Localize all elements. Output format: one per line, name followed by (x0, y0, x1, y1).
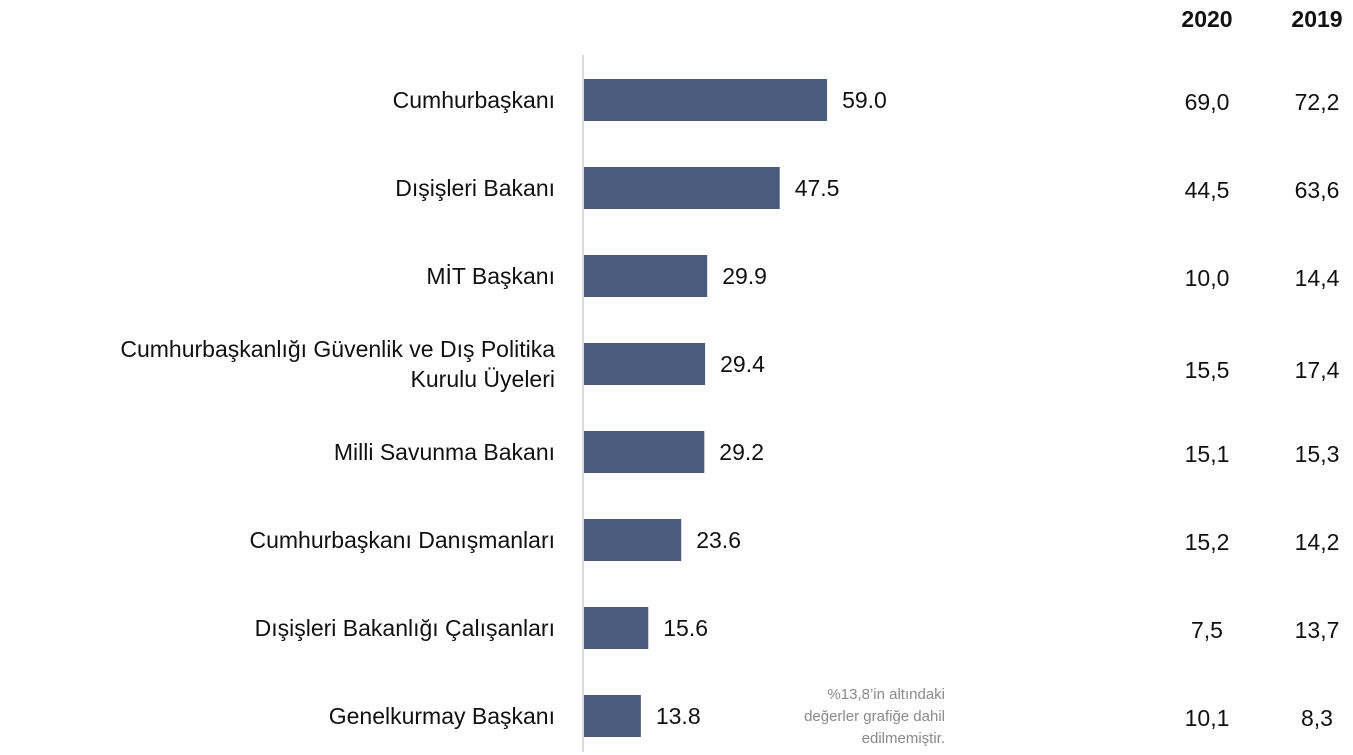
category-label: MİT Başkanı (426, 263, 555, 289)
table-cell: 10,0 (1185, 265, 1230, 291)
value-label: 23.6 (696, 527, 741, 553)
bar (584, 431, 705, 473)
value-label: 29.4 (720, 351, 765, 377)
category-label: Dışişleri Bakanı (395, 175, 555, 201)
table-cell: 14,4 (1295, 265, 1340, 291)
category-label: Cumhurbaşkanı Danışmanları (249, 527, 555, 553)
value-label: 13.8 (656, 703, 701, 729)
value-label: 59.0 (842, 87, 887, 113)
bar (584, 695, 641, 737)
bar (584, 607, 649, 649)
table-cell: 63,6 (1295, 177, 1340, 203)
table-cell: 15,1 (1185, 441, 1230, 467)
category-label: Cumhurbaşkanlığı Güvenlik ve Dış Politik… (120, 336, 555, 392)
bar (584, 519, 682, 561)
category-label: Genelkurmay Başkanı (328, 703, 555, 729)
value-label: 29.9 (722, 263, 767, 289)
column-header: 2020 (1181, 6, 1232, 32)
annotation: değerler grafiğe dahil (804, 708, 945, 725)
table-cell: 14,2 (1295, 529, 1340, 555)
table-cell: 69,0 (1185, 89, 1230, 115)
category-label: Milli Savunma Bakanı (333, 439, 555, 465)
table-cell: 44,5 (1185, 177, 1230, 203)
table-cell: 15,3 (1295, 441, 1340, 467)
table-cell: 72,2 (1295, 89, 1340, 115)
table-cell: 15,2 (1185, 529, 1230, 555)
category-label: Cumhurbaşkanı (392, 87, 555, 113)
annotation: %13,8’in altındaki (827, 686, 945, 703)
annotation: edilmemiştir. (862, 730, 945, 747)
value-label: 15.6 (663, 615, 708, 641)
value-label: 29.2 (719, 439, 764, 465)
table-cell: 10,1 (1185, 705, 1230, 731)
table-cell: 7,5 (1191, 617, 1223, 643)
column-header: 2019 (1291, 6, 1342, 32)
table-cell: 13,7 (1295, 617, 1340, 643)
value-label: 47.5 (795, 175, 840, 201)
category-label: Dışişleri Bakanlığı Çalışanları (254, 615, 555, 641)
bar (584, 79, 828, 121)
table-cell: 17,4 (1295, 357, 1340, 383)
table-cell: 15,5 (1185, 357, 1230, 383)
bar (584, 167, 780, 209)
bar (584, 343, 706, 385)
table-cell: 8,3 (1301, 705, 1333, 731)
bar (584, 255, 708, 297)
